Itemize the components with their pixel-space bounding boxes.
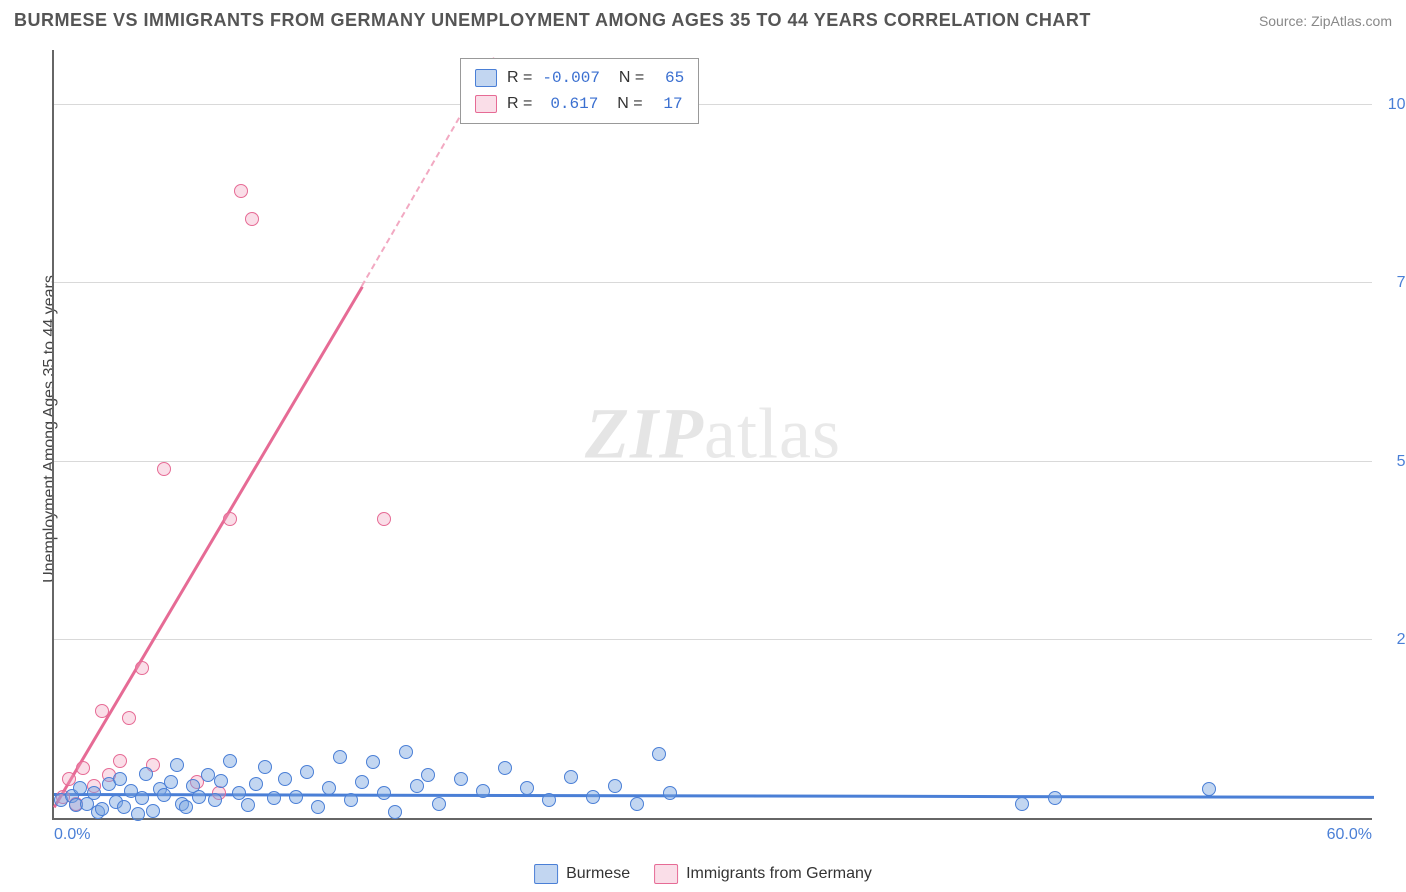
data-point	[135, 791, 149, 805]
data-point	[258, 760, 272, 774]
data-point	[520, 781, 534, 795]
data-point	[201, 768, 215, 782]
data-point	[249, 777, 263, 791]
data-point	[1202, 782, 1216, 796]
n-value: 17	[653, 91, 683, 117]
data-point	[223, 754, 237, 768]
gridline	[54, 104, 1372, 105]
legend-swatch-blue	[534, 864, 558, 884]
data-point	[214, 774, 228, 788]
data-point	[586, 790, 600, 804]
r-value: -0.007	[542, 65, 600, 91]
data-point	[355, 775, 369, 789]
data-point	[630, 797, 644, 811]
data-point	[234, 184, 248, 198]
r-label: R =	[507, 91, 532, 117]
trend-line	[54, 793, 1374, 798]
data-point	[267, 791, 281, 805]
n-label: N =	[608, 91, 642, 117]
data-point	[223, 512, 237, 526]
source-label: Source: ZipAtlas.com	[1259, 13, 1392, 29]
legend-item-germany: Immigrants from Germany	[654, 864, 872, 884]
data-point	[157, 462, 171, 476]
data-point	[208, 793, 222, 807]
data-point	[311, 800, 325, 814]
data-point	[344, 793, 358, 807]
n-value: 65	[654, 65, 684, 91]
data-point	[322, 781, 336, 795]
data-point	[410, 779, 424, 793]
n-label: N =	[610, 65, 644, 91]
data-point	[73, 781, 87, 795]
data-point	[113, 772, 127, 786]
r-label: R =	[507, 65, 532, 91]
stats-row: R = 0.617 N = 17	[475, 91, 684, 117]
data-point	[117, 800, 131, 814]
data-point	[1015, 797, 1029, 811]
y-tick-label: 50.0%	[1378, 453, 1406, 471]
scatter-plot-area: ZIPatlas 0.0% 60.0% 25.0%50.0%75.0%100.0…	[52, 50, 1372, 820]
data-point	[139, 767, 153, 781]
correlation-stats-box: R = -0.007 N = 65 R = 0.617 N = 17	[460, 58, 699, 124]
r-value: 0.617	[542, 91, 598, 117]
data-point	[179, 800, 193, 814]
chart-title: BURMESE VS IMMIGRANTS FROM GERMANY UNEMP…	[14, 10, 1091, 31]
x-tick-max: 60.0%	[1327, 826, 1372, 844]
data-point	[289, 790, 303, 804]
data-point	[388, 805, 402, 819]
data-point	[377, 512, 391, 526]
stats-row: R = -0.007 N = 65	[475, 65, 684, 91]
data-point	[122, 711, 136, 725]
data-point	[131, 807, 145, 821]
data-point	[164, 775, 178, 789]
data-point	[608, 779, 622, 793]
x-tick-min: 0.0%	[54, 826, 90, 844]
data-point	[76, 761, 90, 775]
data-point	[95, 704, 109, 718]
data-point	[135, 661, 149, 675]
data-point	[245, 212, 259, 226]
legend-swatch-pink	[654, 864, 678, 884]
data-point	[432, 797, 446, 811]
data-point	[366, 755, 380, 769]
data-point	[300, 765, 314, 779]
data-point	[421, 768, 435, 782]
data-point	[542, 793, 556, 807]
legend-bottom: Burmese Immigrants from Germany	[534, 864, 872, 884]
data-point	[146, 804, 160, 818]
data-point	[663, 786, 677, 800]
trend-line	[53, 286, 363, 808]
data-point	[498, 761, 512, 775]
data-point	[399, 745, 413, 759]
data-point	[241, 798, 255, 812]
y-tick-label: 25.0%	[1378, 631, 1406, 649]
gridline	[54, 282, 1372, 283]
chart-header: BURMESE VS IMMIGRANTS FROM GERMANY UNEMP…	[14, 10, 1392, 31]
data-point	[192, 790, 206, 804]
gridline	[54, 461, 1372, 462]
data-point	[564, 770, 578, 784]
data-point	[476, 784, 490, 798]
data-point	[333, 750, 347, 764]
legend-label: Immigrants from Germany	[686, 865, 872, 883]
data-point	[1048, 791, 1062, 805]
stats-swatch	[475, 95, 497, 113]
legend-label: Burmese	[566, 865, 630, 883]
y-tick-label: 75.0%	[1378, 274, 1406, 292]
legend-item-burmese: Burmese	[534, 864, 630, 884]
stats-swatch	[475, 69, 497, 87]
data-point	[170, 758, 184, 772]
data-point	[157, 788, 171, 802]
data-point	[113, 754, 127, 768]
gridline	[54, 639, 1372, 640]
watermark: ZIPatlas	[585, 393, 841, 476]
data-point	[278, 772, 292, 786]
data-point	[652, 747, 666, 761]
data-point	[377, 786, 391, 800]
data-point	[454, 772, 468, 786]
data-point	[95, 802, 109, 816]
y-tick-label: 100.0%	[1378, 96, 1406, 114]
data-point	[87, 786, 101, 800]
